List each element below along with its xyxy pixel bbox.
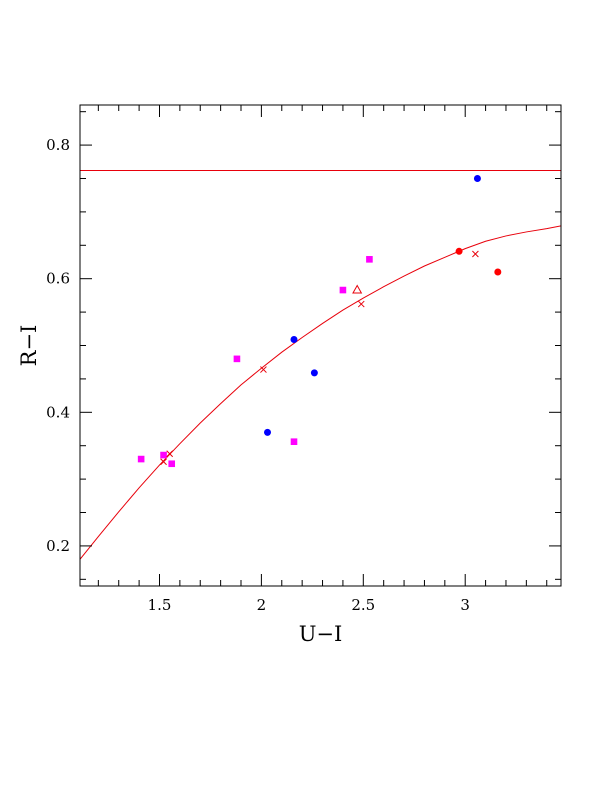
data-point-circle bbox=[494, 268, 502, 276]
data-layer bbox=[80, 169, 561, 560]
x-tick-label: 2.5 bbox=[351, 596, 375, 614]
fit-curve bbox=[80, 225, 561, 560]
data-point-square bbox=[366, 256, 373, 263]
data-point-square bbox=[233, 355, 241, 363]
y-tick-label: 0.6 bbox=[46, 270, 70, 288]
y-tick-label: 0.2 bbox=[46, 537, 70, 555]
x-tick-label: 3 bbox=[460, 596, 470, 614]
data-point-circle bbox=[455, 247, 463, 255]
data-point-circle bbox=[290, 335, 298, 343]
data-point-cross bbox=[160, 458, 167, 466]
data-point-triangle bbox=[352, 284, 363, 294]
plot-area bbox=[80, 169, 561, 560]
data-point-square bbox=[168, 460, 176, 468]
data-point-square bbox=[339, 286, 347, 294]
data-point-square bbox=[137, 455, 145, 463]
data-point-circle bbox=[310, 369, 318, 377]
data-point-cross bbox=[260, 366, 267, 373]
data-point-circle bbox=[264, 428, 272, 436]
y-tick-label: 0.8 bbox=[46, 136, 70, 154]
plot-frame bbox=[79, 104, 562, 587]
y-axis-label: R−I bbox=[17, 325, 41, 367]
data-point-square bbox=[160, 451, 167, 459]
x-tick-label: 2 bbox=[257, 596, 267, 614]
axis-ticks: 1.5 2 2.5 3 0.2 0.4 0.6 0.8 bbox=[46, 105, 561, 614]
data-point-square bbox=[290, 438, 298, 445]
data-point-cross bbox=[357, 300, 365, 308]
data-point-circle bbox=[473, 174, 481, 182]
y-tick-label: 0.4 bbox=[46, 403, 70, 421]
x-axis-label: U−I bbox=[299, 622, 343, 646]
data-point-cross bbox=[166, 450, 174, 458]
x-tick-label: 1.5 bbox=[148, 596, 172, 614]
data-point-cross bbox=[472, 250, 479, 258]
